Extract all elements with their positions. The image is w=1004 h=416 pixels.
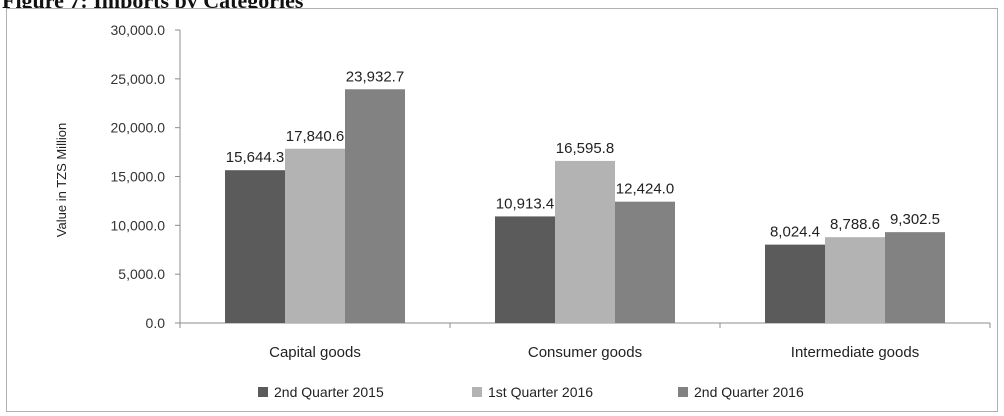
y-tick-label: 5,000.0 xyxy=(118,266,165,282)
category-label: Intermediate goods xyxy=(791,344,919,361)
legend-swatch xyxy=(258,387,268,397)
bar xyxy=(765,244,825,323)
y-axis-label: Value in TZS Million xyxy=(54,123,69,237)
bar xyxy=(885,232,945,323)
category-label: Consumer goods xyxy=(528,344,642,361)
bar xyxy=(225,170,285,323)
y-tick-label: 15,000.0 xyxy=(111,169,166,185)
data-label: 23,932.7 xyxy=(346,68,404,85)
legend-label: 1st Quarter 2016 xyxy=(488,384,593,400)
data-label: 10,913.4 xyxy=(496,195,554,212)
bar xyxy=(555,160,615,323)
legend-swatch xyxy=(678,387,688,397)
data-label: 12,424.0 xyxy=(616,181,674,198)
data-label: 8,788.6 xyxy=(830,216,880,233)
category-label: Capital goods xyxy=(269,344,361,361)
chart-frame xyxy=(6,8,998,412)
y-tick-label: 25,000.0 xyxy=(111,71,166,87)
bar xyxy=(615,201,675,323)
y-tick-label: 10,000.0 xyxy=(111,217,166,233)
data-label: 9,302.5 xyxy=(890,211,940,228)
bar xyxy=(825,237,885,323)
bar xyxy=(285,148,345,323)
y-tick-label: 0.0 xyxy=(146,315,166,331)
data-label: 17,840.6 xyxy=(286,128,344,145)
bar xyxy=(345,89,405,323)
data-label: 16,595.8 xyxy=(556,140,614,157)
legend-swatch xyxy=(472,387,482,397)
y-tick-label: 30,000.0 xyxy=(111,22,166,38)
y-tick-label: 20,000.0 xyxy=(111,120,166,136)
bar xyxy=(495,216,555,323)
data-label: 8,024.4 xyxy=(770,224,820,241)
legend-label: 2nd Quarter 2015 xyxy=(274,384,384,400)
legend-label: 2nd Quarter 2016 xyxy=(694,384,804,400)
data-label: 15,644.3 xyxy=(226,149,284,166)
